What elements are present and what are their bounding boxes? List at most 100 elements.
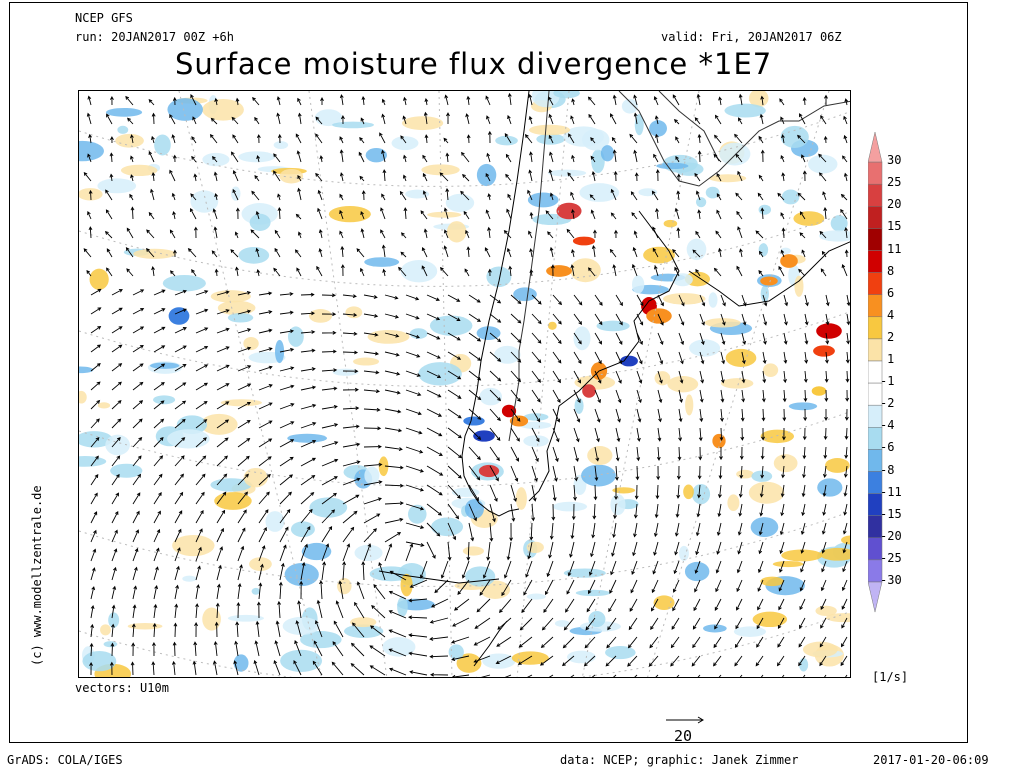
divergence-patch	[105, 434, 130, 456]
wind-arrow	[506, 208, 512, 220]
wind-arrow	[193, 226, 198, 239]
wind-arrow	[447, 484, 461, 499]
wind-arrow	[527, 541, 533, 560]
wind-arrow	[106, 113, 113, 125]
wind-arrow	[510, 465, 519, 482]
wind-arrow	[439, 172, 449, 182]
wind-arrow	[363, 370, 380, 375]
wind-arrow	[799, 211, 806, 220]
wind-arrow	[234, 231, 239, 239]
wind-arrow	[90, 511, 98, 524]
wind-arrow	[153, 491, 162, 505]
wind-arrow	[521, 598, 533, 614]
wind-arrow	[400, 135, 407, 144]
wind-arrow	[153, 382, 165, 391]
wind-arrow	[714, 134, 722, 144]
wind-arrow	[590, 209, 596, 220]
wind-arrow	[615, 408, 621, 423]
wind-arrow	[573, 408, 581, 423]
colorbar-level-label: -1	[880, 374, 895, 389]
wind-arrow	[192, 116, 197, 125]
wind-arrow	[546, 560, 554, 578]
wind-arrow	[111, 548, 118, 562]
wind-arrow	[422, 190, 428, 201]
wind-arrow	[531, 313, 542, 325]
wind-arrow	[195, 565, 201, 581]
wind-arrow	[632, 541, 638, 557]
wind-arrow	[174, 382, 187, 391]
wind-arrow	[567, 560, 575, 577]
wind-arrow	[545, 579, 554, 596]
wind-arrow	[677, 446, 682, 461]
wind-arrow	[734, 655, 743, 667]
wind-arrow	[451, 674, 470, 677]
wind-arrow	[321, 330, 337, 335]
wind-arrow	[738, 503, 743, 517]
wind-arrow	[174, 473, 184, 486]
wind-arrow	[315, 133, 323, 144]
wind-arrow	[132, 307, 145, 315]
wind-arrow	[716, 522, 722, 537]
wind-arrow	[460, 190, 470, 201]
wind-arrow	[552, 313, 562, 325]
wind-arrow	[210, 117, 218, 125]
colorbar-level-label: 20	[887, 197, 902, 212]
wind-arrow	[822, 503, 827, 516]
wind-arrow	[277, 133, 282, 144]
wind-arrow	[657, 408, 662, 423]
wind-arrow	[699, 351, 705, 365]
wind-arrow	[507, 193, 512, 201]
wind-arrow	[189, 207, 197, 220]
wind-arrow	[369, 645, 386, 657]
wind-arrow	[782, 408, 787, 422]
wind-arrow	[363, 513, 381, 524]
divergence-patch	[634, 114, 644, 136]
wind-arrow	[734, 133, 743, 144]
wind-arrow	[510, 389, 521, 403]
wind-arrow	[447, 294, 461, 302]
divergence-patch	[830, 215, 848, 232]
wind-arrow	[405, 484, 424, 492]
divergence-core	[620, 355, 638, 367]
wind-arrow	[146, 229, 155, 239]
wind-arrow	[405, 503, 425, 511]
wind-arrow	[132, 510, 140, 524]
wind-arrow	[447, 313, 461, 321]
colorbar-swatch	[868, 183, 883, 207]
wind-arrow	[823, 206, 828, 220]
wind-arrow	[527, 674, 533, 677]
wind-arrow	[506, 541, 512, 561]
wind-arrow	[594, 465, 599, 482]
valid-time: valid: Fri, 20JAN2017 06Z	[661, 30, 842, 44]
wind-arrow	[384, 351, 400, 357]
wind-arrow	[819, 655, 827, 667]
wind-arrow	[717, 503, 722, 518]
wind-arrow	[237, 527, 246, 543]
divergence-patch	[523, 413, 549, 421]
divergence-patch	[610, 494, 626, 516]
wind-arrow	[399, 190, 407, 201]
wind-arrow	[614, 485, 618, 501]
wind-arrow	[132, 400, 144, 410]
wind-arrow	[363, 528, 377, 543]
wind-arrow	[359, 175, 365, 182]
divergence-patch	[251, 587, 261, 595]
wind-arrow	[485, 209, 491, 220]
divergence-patch	[683, 484, 694, 500]
divergence-patch	[672, 273, 693, 287]
wind-arrow	[845, 674, 848, 677]
wind-arrow	[548, 674, 554, 677]
colorbar-level-label: -30	[880, 573, 902, 587]
divergence-patch	[605, 646, 636, 660]
wind-arrow	[508, 265, 513, 277]
wind-arrow	[405, 313, 420, 320]
divergence-patch	[762, 363, 779, 377]
wind-arrow	[398, 266, 407, 277]
wind-arrow	[736, 560, 743, 574]
wind-arrow	[672, 579, 680, 593]
divergence-patch	[79, 390, 87, 404]
wind-arrow	[673, 119, 680, 125]
divergence-patch	[162, 274, 206, 292]
wind-arrow	[757, 192, 764, 201]
wind-arrow	[627, 636, 638, 649]
